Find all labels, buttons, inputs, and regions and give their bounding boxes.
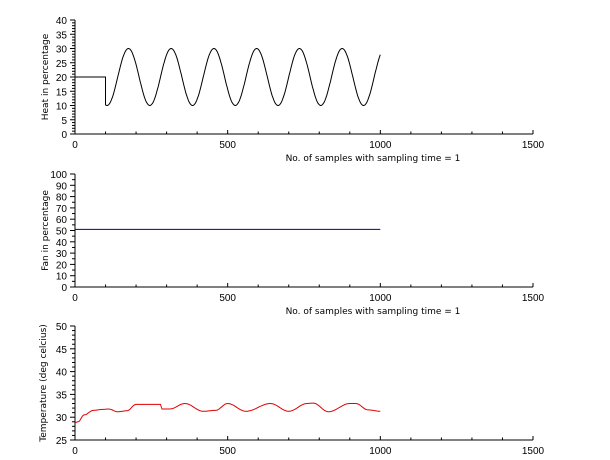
- y-tick-label: 40: [56, 238, 68, 249]
- x-tick-label: 500: [219, 446, 236, 457]
- x-tick-label: 1500: [522, 446, 545, 457]
- x-tick-label: 1500: [522, 140, 545, 151]
- y-tick-label: 45: [56, 345, 68, 356]
- x-tick-label: 0: [72, 446, 78, 457]
- heat-plot: 0 500 1000 1500 0 5 10 15 20 25 30 35 40 Heat in perc…: [41, 16, 545, 164]
- y-tick-label: 30: [56, 413, 68, 424]
- x-axis-label: No. of samples with sampling time = 1: [286, 307, 461, 317]
- y-tick-label: 60: [56, 215, 68, 226]
- temp-plot: 0 500 1000 1500 25 30 35 40 45 50 Temperature (deg…: [39, 322, 545, 457]
- x-axis-label: No. of samples with sampling time = 1: [286, 154, 461, 164]
- x-tick-label: 500: [219, 140, 236, 151]
- x-tick-label: 1000: [369, 446, 392, 457]
- x-tick-label: 0: [72, 293, 78, 304]
- y-tick-label: 70: [56, 204, 68, 215]
- y-tick-label: 40: [56, 368, 68, 379]
- y-tick-label: 50: [56, 227, 68, 238]
- x-tick-label: 1000: [369, 140, 392, 151]
- x-tick-label: 0: [72, 140, 78, 151]
- y-tick-label: 35: [56, 390, 68, 401]
- y-tick-label: 40: [56, 16, 68, 27]
- y-tick-label: 50: [56, 322, 68, 333]
- x-tick-label: 1000: [369, 293, 392, 304]
- y-tick-label: 25: [56, 59, 68, 70]
- y-tick-label: 30: [56, 45, 68, 56]
- y-tick-label: 10: [56, 102, 68, 113]
- y-tick-label: 25: [56, 436, 68, 447]
- y-tick-label: 0: [61, 283, 67, 294]
- y-tick-label: 35: [56, 30, 68, 41]
- y-axis-label: Temperature (deg celcius): [39, 324, 49, 443]
- y-tick-label: 80: [56, 193, 68, 204]
- y-tick-label: 0: [61, 130, 67, 141]
- temperature-series-line: [74, 402, 381, 424]
- x-tick-label: 500: [219, 293, 236, 304]
- heat-series-line: [75, 48, 381, 106]
- y-tick-label: 20: [56, 260, 68, 271]
- y-axis-label: Fan in percentage: [41, 190, 51, 271]
- y-tick-label: 5: [61, 116, 67, 127]
- y-tick-label: 15: [56, 87, 68, 98]
- y-tick-label: 100: [50, 170, 67, 181]
- y-tick-label: 20: [56, 73, 68, 84]
- y-axis-label: Heat in percentage: [41, 33, 51, 120]
- y-tick-label: 30: [56, 249, 68, 260]
- x-tick-label: 1500: [522, 293, 545, 304]
- y-tick-label: 90: [56, 181, 68, 192]
- y-tick-label: 10: [56, 272, 68, 283]
